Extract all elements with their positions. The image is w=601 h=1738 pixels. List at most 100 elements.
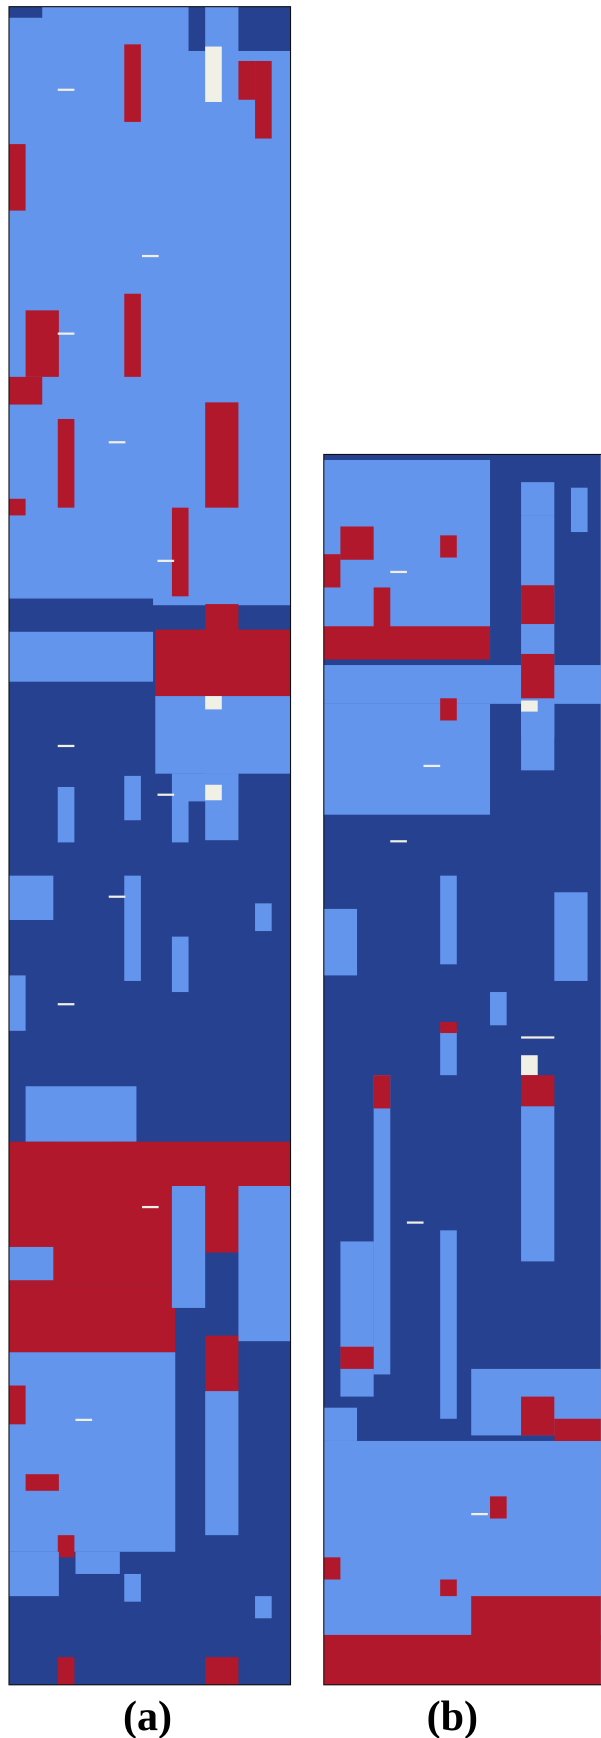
- heatmap-cell: [8, 498, 26, 516]
- panel-b-heatmap: [323, 454, 601, 1685]
- heatmap-cell: [521, 1075, 555, 1107]
- heatmap-cell: [205, 1335, 239, 1392]
- heatmap-cell: [373, 1075, 391, 1109]
- panel-label: (b): [427, 1693, 478, 1738]
- heatmap-cell: [25, 310, 59, 377]
- heatmap-cell: [188, 6, 206, 51]
- heatmap-cell: [521, 482, 555, 516]
- heatmap-cell: [390, 840, 407, 843]
- heatmap-cell: [8, 975, 26, 1031]
- heatmap-cell: [521, 703, 555, 771]
- heatmap-cell: [8, 6, 291, 606]
- heatmap-cell: [471, 1596, 601, 1641]
- heatmap-cell: [157, 559, 175, 562]
- heatmap-cell: [124, 1573, 141, 1602]
- heatmap-cell: [490, 1496, 507, 1519]
- heatmap-cell: [323, 703, 491, 815]
- heatmap-cell: [554, 892, 588, 981]
- heatmap-cell: [521, 1036, 555, 1039]
- heatmap-cell: [440, 1030, 457, 1076]
- heatmap-cell: [8, 376, 43, 405]
- heatmap-cell: [255, 1596, 272, 1619]
- heatmap-cell: [155, 629, 291, 697]
- heatmap-cell: [490, 992, 507, 1026]
- heatmap-cell: [57, 1003, 75, 1006]
- heatmap-cell: [141, 1205, 159, 1209]
- heatmap-cell: [440, 1579, 457, 1597]
- heatmap-cell: [8, 144, 26, 211]
- heatmap-cell: [205, 784, 222, 801]
- heatmap-cell: [323, 908, 358, 976]
- heatmap-cell: [570, 487, 588, 533]
- heatmap-cell: [141, 254, 159, 258]
- heatmap-cell: [205, 402, 239, 508]
- heatmap-cell: [255, 60, 272, 139]
- heatmap-cell: [205, 604, 239, 632]
- heatmap-cell: [8, 1385, 26, 1425]
- heatmap-cell: [323, 554, 341, 588]
- heatmap-cell: [57, 1097, 114, 1142]
- heatmap-cell: [521, 1396, 555, 1436]
- heatmap-cell: [440, 1230, 457, 1419]
- heatmap-cell: [124, 44, 141, 122]
- heatmap-cell: [205, 1391, 239, 1536]
- heatmap-cell: [8, 1352, 176, 1552]
- heatmap-cell: [471, 1512, 488, 1516]
- heatmap-cell: [323, 1634, 601, 1685]
- heatmap-cell: [205, 696, 222, 710]
- heatmap-cell: [124, 775, 141, 821]
- panel-a-heatmap: [8, 6, 291, 1685]
- heatmap-cell: [340, 1346, 374, 1369]
- heatmap-cell: [521, 700, 538, 712]
- heatmap-cell: [340, 1241, 374, 1397]
- heatmap-cell: [423, 764, 441, 768]
- heatmap-cell: [75, 1551, 120, 1574]
- heatmap-cell: [205, 773, 239, 841]
- heatmap-cell: [8, 631, 154, 682]
- heatmap-cell: [8, 1141, 291, 1187]
- heatmap-cell: [440, 698, 457, 721]
- heatmap-cell: [171, 798, 189, 843]
- heatmap-cell: [57, 88, 75, 91]
- heatmap-cell: [390, 570, 407, 574]
- heatmap-cell: [8, 598, 154, 632]
- heatmap-cell: [238, 1186, 291, 1342]
- heatmap-cell: [57, 744, 75, 748]
- heatmap-cell: [323, 1557, 341, 1580]
- heatmap-cell: [440, 1021, 457, 1034]
- heatmap-cell: [75, 1418, 93, 1421]
- heatmap-cell: [171, 1186, 206, 1308]
- heatmap-cell: [323, 1407, 358, 1441]
- heatmap-cell: [171, 936, 189, 993]
- panel-b-border: [323, 453, 601, 1686]
- heatmap-cell: [205, 1657, 239, 1685]
- heatmap-cell: [406, 1221, 424, 1224]
- heatmap-cell: [57, 1535, 75, 1558]
- heatmap-cell: [171, 507, 189, 597]
- heatmap-cell: [124, 875, 141, 981]
- heatmap-cell: [521, 1106, 555, 1262]
- heatmap-cell: [205, 1186, 239, 1253]
- heatmap-cell: [108, 441, 126, 444]
- heatmap-cell: [521, 1055, 538, 1076]
- heatmap-cell: [155, 696, 291, 774]
- heatmap-cell: [57, 786, 75, 843]
- heatmap-cell: [8, 6, 43, 18]
- heatmap-cell: [8, 875, 54, 920]
- heatmap-cell: [205, 46, 222, 102]
- heatmap-cell: [8, 1246, 54, 1281]
- heatmap-cell: [238, 6, 291, 51]
- heatmap-cell: [25, 1474, 59, 1491]
- heatmap-cell: [440, 535, 457, 558]
- heatmap-cell: [340, 526, 374, 560]
- heatmap-cell: [440, 875, 457, 965]
- heatmap-cell: [57, 332, 75, 335]
- heatmap-cell: [373, 1075, 391, 1375]
- panel-label: (a): [123, 1693, 172, 1738]
- heatmap-cell: [323, 626, 491, 660]
- heatmap-cell: [8, 1285, 176, 1353]
- heatmap-cell: [521, 585, 555, 625]
- panel-a-border: [8, 6, 292, 1686]
